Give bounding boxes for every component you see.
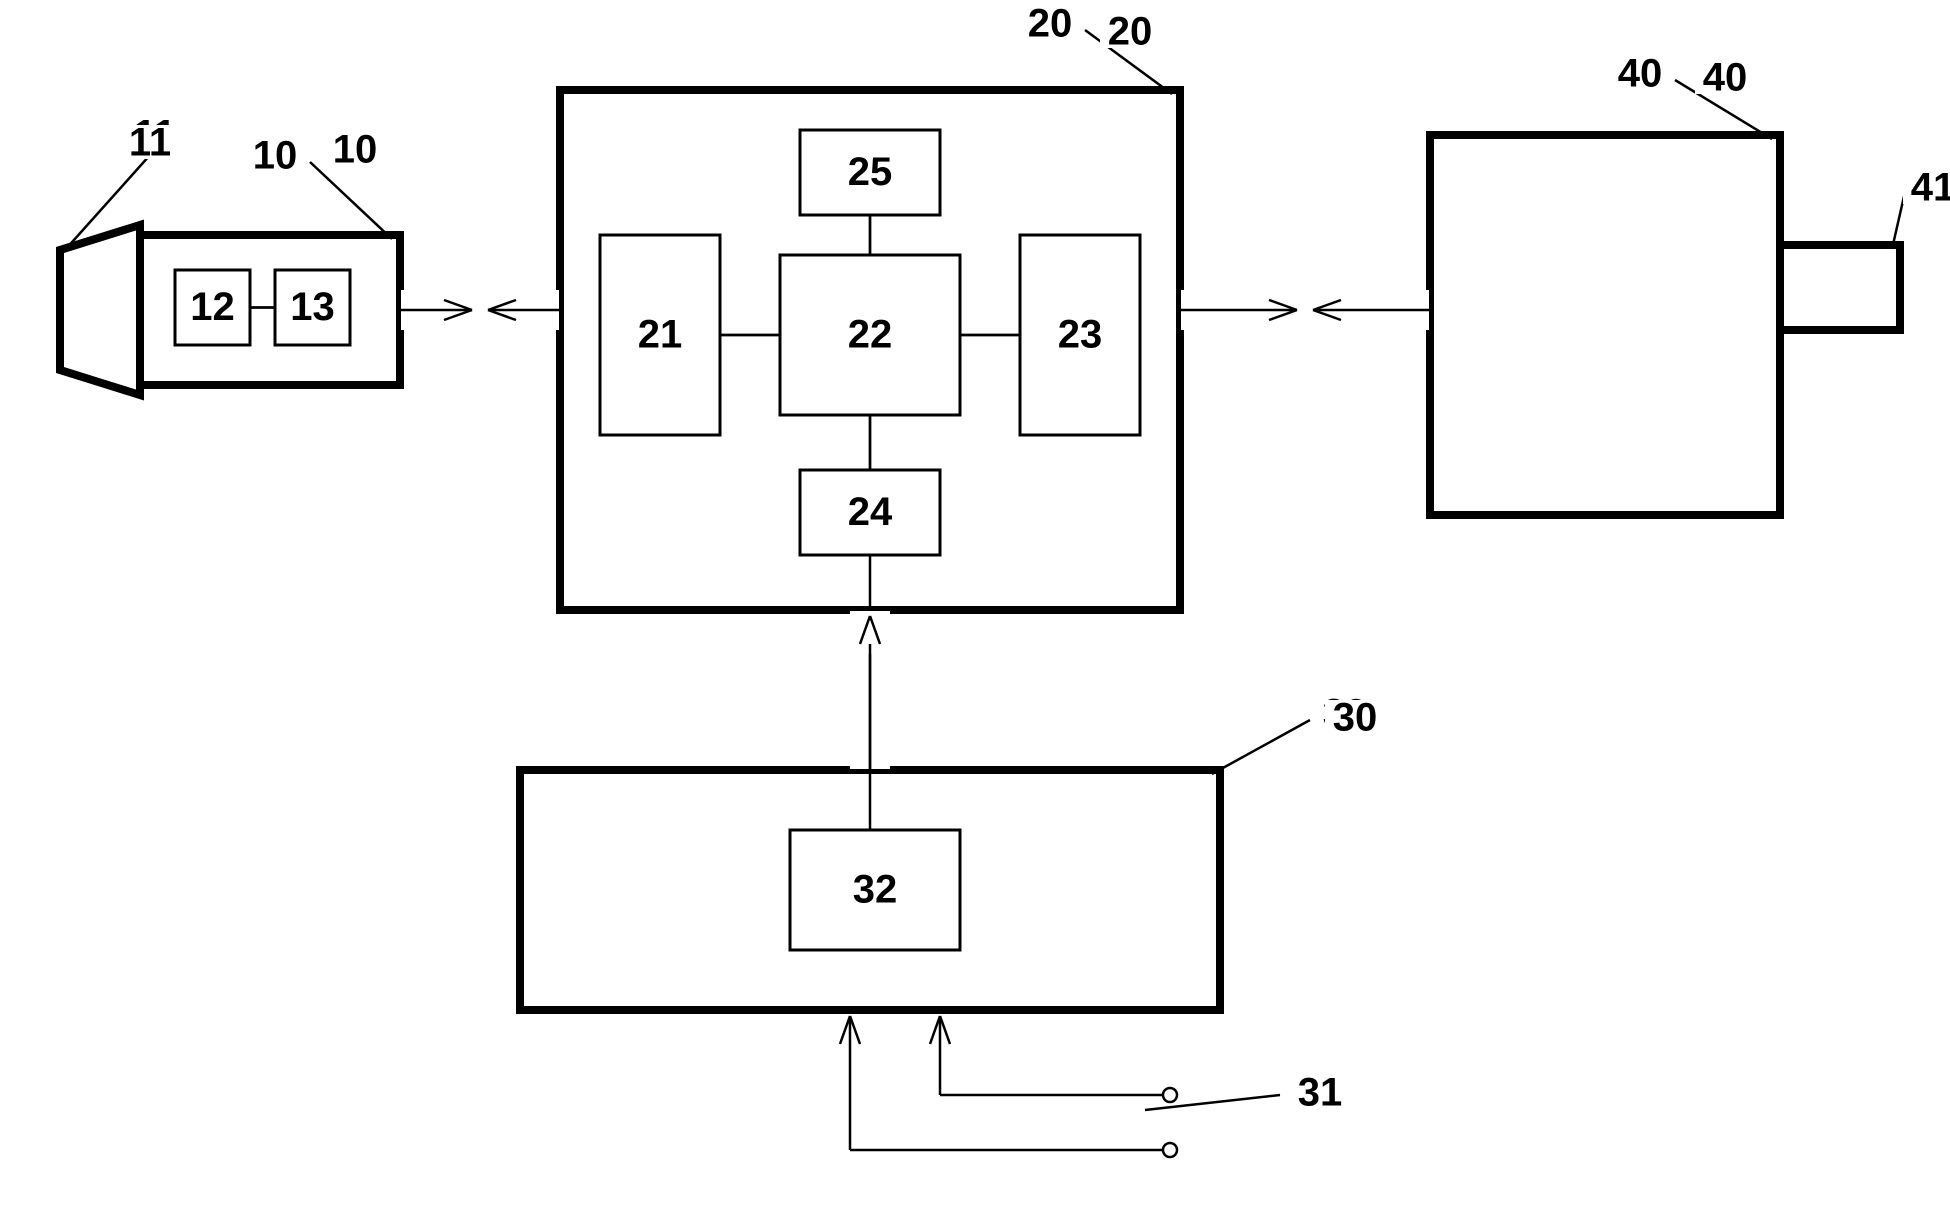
svg-text:40: 40 <box>1703 56 1748 100</box>
svg-text:10: 10 <box>333 128 378 172</box>
svg-text:32: 32 <box>853 868 898 912</box>
svg-text:13: 13 <box>290 285 335 329</box>
svg-text:41: 41 <box>1911 166 1950 210</box>
svg-text:21: 21 <box>638 313 683 357</box>
svg-text:12: 12 <box>190 285 235 329</box>
svg-text:40: 40 <box>1618 52 1663 96</box>
svg-text:23: 23 <box>1058 313 1103 357</box>
svg-text:24: 24 <box>848 490 893 534</box>
svg-text:11: 11 <box>129 121 171 165</box>
svg-text:10: 10 <box>253 134 298 178</box>
svg-text:30: 30 <box>1333 696 1378 740</box>
svg-text:22: 22 <box>848 313 893 357</box>
svg-text:20: 20 <box>1108 10 1153 54</box>
svg-text:25: 25 <box>848 150 893 194</box>
svg-text:31: 31 <box>1298 1071 1343 1115</box>
svg-text:20: 20 <box>1028 2 1073 46</box>
